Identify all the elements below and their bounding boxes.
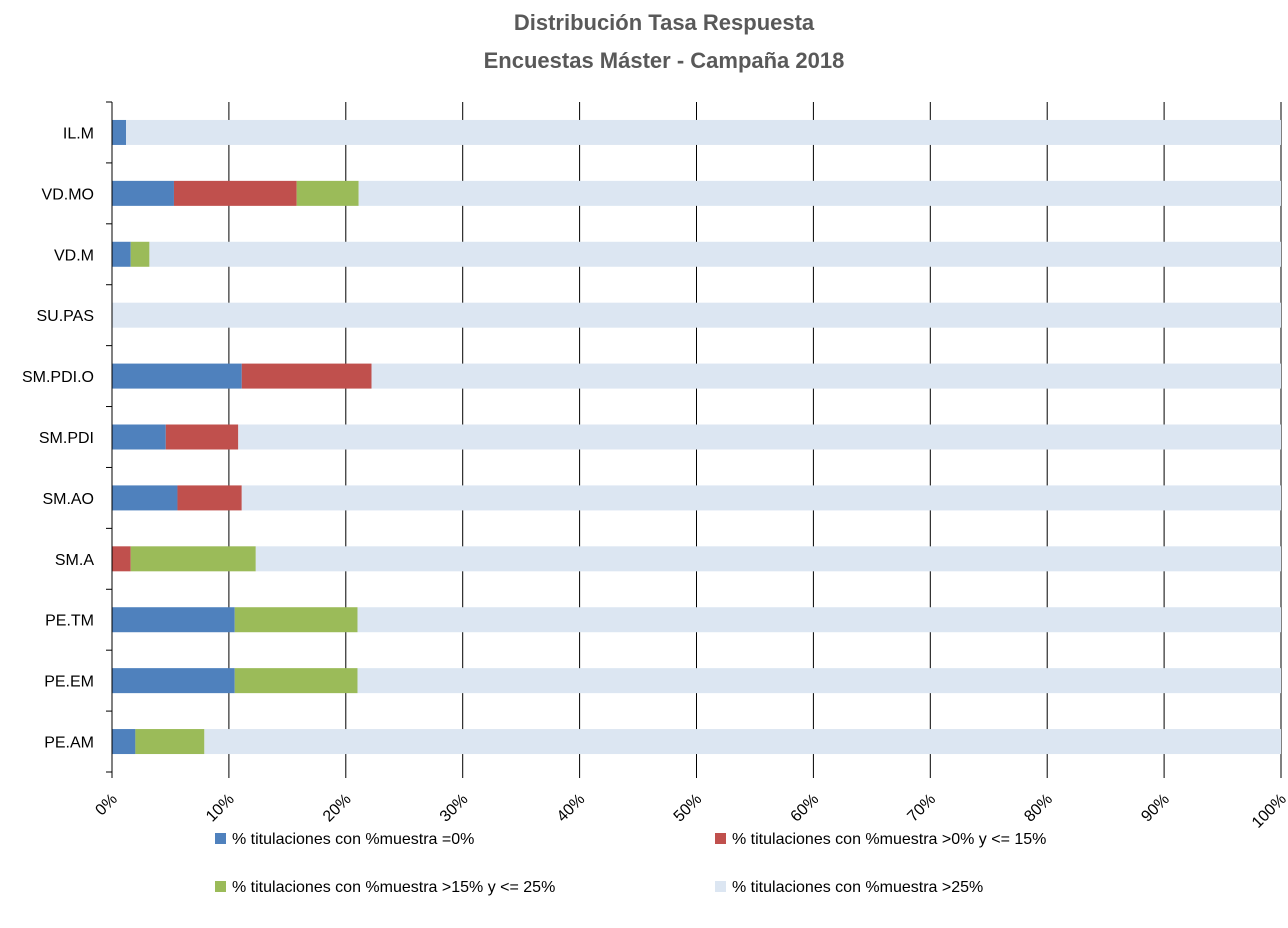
bar-segment-s3 [130,546,256,572]
category-label: PE.AM [44,735,94,752]
bar-segment-s3 [130,241,150,267]
legend-swatch [215,881,226,892]
category-label: SM.AO [42,491,94,508]
bar-segment-s1 [112,607,235,633]
bars [112,119,1282,755]
bar-segment-s3 [234,607,358,633]
bar-segment-s2 [112,546,131,572]
bar-segment-s4 [255,546,1282,572]
legend-item: % titulaciones con %muestra >15% y <= 25… [215,879,555,896]
bar-segment-s4 [357,668,1281,694]
bar-segment-s4 [357,607,1281,633]
legend-label: % titulaciones con %muestra >0% y <= 15% [732,831,1046,848]
axes [106,101,1282,778]
bar-segment-s3 [135,729,205,755]
x-tick-label: 40% [554,791,589,826]
bar-segment-s2 [173,180,297,206]
x-tick-label: 70% [904,791,939,826]
legend-swatch [215,833,226,844]
legend-swatch [715,881,726,892]
bar-segment-s4 [238,424,1282,450]
category-label: IL.M [63,125,94,142]
legend-label: % titulaciones con %muestra >25% [732,879,983,896]
x-tick-label: 50% [671,791,706,826]
x-tick-label: 80% [1021,791,1056,826]
x-tick-label: 60% [788,791,823,826]
bar-segment-s4 [112,302,1281,328]
category-label: PE.TM [45,613,94,630]
legend-item: % titulaciones con %muestra >25% [715,879,983,896]
x-tick-label: 30% [437,791,472,826]
legend-item: % titulaciones con %muestra >0% y <= 15% [715,831,1046,848]
category-label: VD.MO [42,186,94,203]
category-label: SM.PDI [39,430,94,447]
x-tick-label: 10% [203,791,238,826]
category-labels: PE.AM PE.EM PE.TM SM.A SM.AO SM.PDI SM.PDI.O SU… [22,125,94,751]
bar-segment-s3 [234,668,358,694]
bar-segment-s1 [112,668,235,694]
category-label: SM.PDI.O [22,369,94,386]
legend-label: % titulaciones con %muestra =0% [232,831,474,848]
bar-segment-s2 [165,424,239,450]
bar-segment-s1 [112,485,178,511]
legend: % titulaciones con %muestra =0% % titulac… [215,831,1046,896]
bar-segment-s1 [112,180,174,206]
legend-label: % titulaciones con %muestra >15% y <= 25… [232,879,555,896]
x-tick-label: 0% [92,791,120,819]
x-tick-label: 90% [1138,791,1173,826]
category-label: SM.A [55,552,94,569]
chart-title: Distribución Tasa Respuesta [514,10,815,35]
legend-swatch [715,833,726,844]
bar-segment-s4 [358,180,1281,206]
chart-subtitle: Encuestas Máster - Campaña 2018 [484,48,845,73]
legend-item: % titulaciones con %muestra =0% [215,831,474,848]
bar-segment-s3 [296,180,359,206]
x-tick-label: 100% [1249,791,1288,832]
x-tick-label: 20% [320,791,355,826]
bar-segment-s1 [112,729,136,755]
category-label: SU.PAS [37,308,95,325]
bar-segment-s2 [177,485,242,511]
bar-segment-s4 [149,241,1282,267]
bar-segment-s4 [204,729,1282,755]
x-tick-labels: 0% 10% 20% 30% 40% 50% 60% 70% 80% 90% 100% [92,791,1288,832]
bar-segment-s2 [241,363,372,389]
bar-segment-s1 [112,363,242,389]
bar-segment-s1 [112,119,127,145]
bar-segment-s4 [126,119,1282,145]
bar-segment-s4 [241,485,1281,511]
category-label: PE.EM [44,674,94,691]
category-label: VD.M [54,247,94,264]
bar-segment-s4 [371,363,1281,389]
bar-segment-s1 [112,424,166,450]
bar-segment-s1 [112,241,131,267]
